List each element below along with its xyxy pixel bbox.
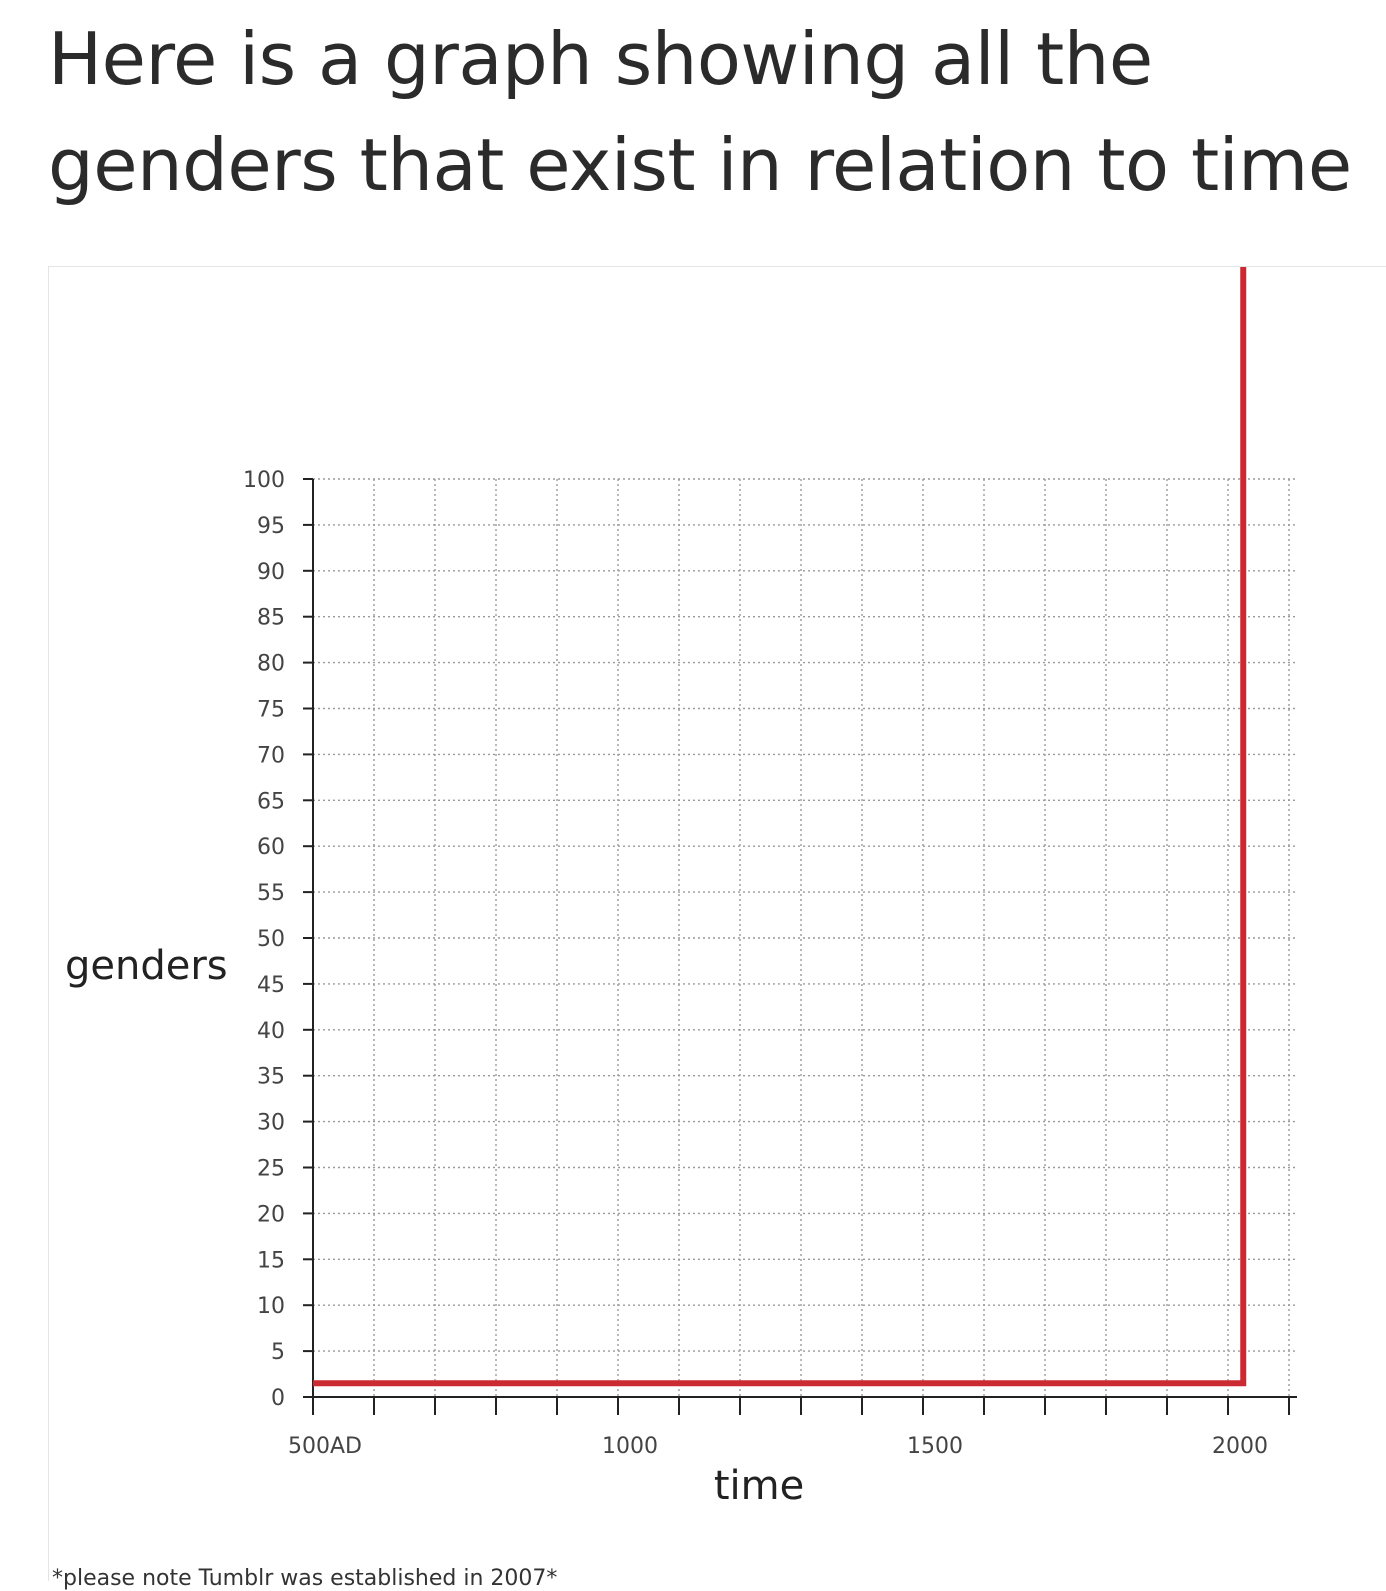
y-tick-label: 20 xyxy=(257,1202,285,1227)
series-layer xyxy=(313,267,1247,1387)
axes: 0 5 10 15 20 25 30 35 40 45 50 55 60 65 70 75 80 85 90 95 10… xyxy=(243,468,1297,1459)
x-tick-label: 1000 xyxy=(602,1434,658,1459)
y-tick-label: 25 xyxy=(257,1157,285,1182)
y-tick-label: 55 xyxy=(257,881,285,906)
y-tick-label: 60 xyxy=(257,835,285,860)
y-tick-label: 70 xyxy=(257,743,285,768)
x-tick-label: 500AD xyxy=(288,1434,362,1459)
footnote: *please note Tumblr was established in 2… xyxy=(52,1566,558,1591)
grid xyxy=(313,478,1297,1397)
chart-frame: 0 5 10 15 20 25 30 35 40 45 50 55 60 65 70 75 80 85 90 95 10… xyxy=(48,266,1386,1581)
y-tick-label: 35 xyxy=(257,1065,285,1090)
y-tick-label: 15 xyxy=(257,1248,285,1273)
y-axis-title: genders xyxy=(65,943,228,989)
x-axis-title: time xyxy=(714,1463,804,1509)
y-tick-label: 80 xyxy=(257,652,285,677)
chart: 0 5 10 15 20 25 30 35 40 45 50 55 60 65 70 75 80 85 90 95 10… xyxy=(65,267,1297,1509)
y-tick-label: 90 xyxy=(257,560,285,585)
y-tick-label: 85 xyxy=(257,606,285,631)
x-tick-label: 2000 xyxy=(1212,1434,1268,1459)
series-line xyxy=(313,479,1247,1387)
post-title: Here is a graph showing all the genders … xyxy=(48,17,1352,207)
y-tick-label: 30 xyxy=(257,1111,285,1136)
y-tick-label: 95 xyxy=(257,514,285,539)
y-tick-label: 45 xyxy=(257,973,285,998)
y-tick-label: 75 xyxy=(257,698,285,723)
y-tick-label: 0 xyxy=(271,1386,285,1411)
y-tick-label: 10 xyxy=(257,1294,285,1319)
y-tick-label: 50 xyxy=(257,927,285,952)
y-tick-label: 100 xyxy=(243,468,285,493)
y-tick-label: 5 xyxy=(271,1340,285,1365)
x-tick-label: 1500 xyxy=(907,1434,963,1459)
y-tick-label: 40 xyxy=(257,1019,285,1044)
y-tick-label: 65 xyxy=(257,789,285,814)
